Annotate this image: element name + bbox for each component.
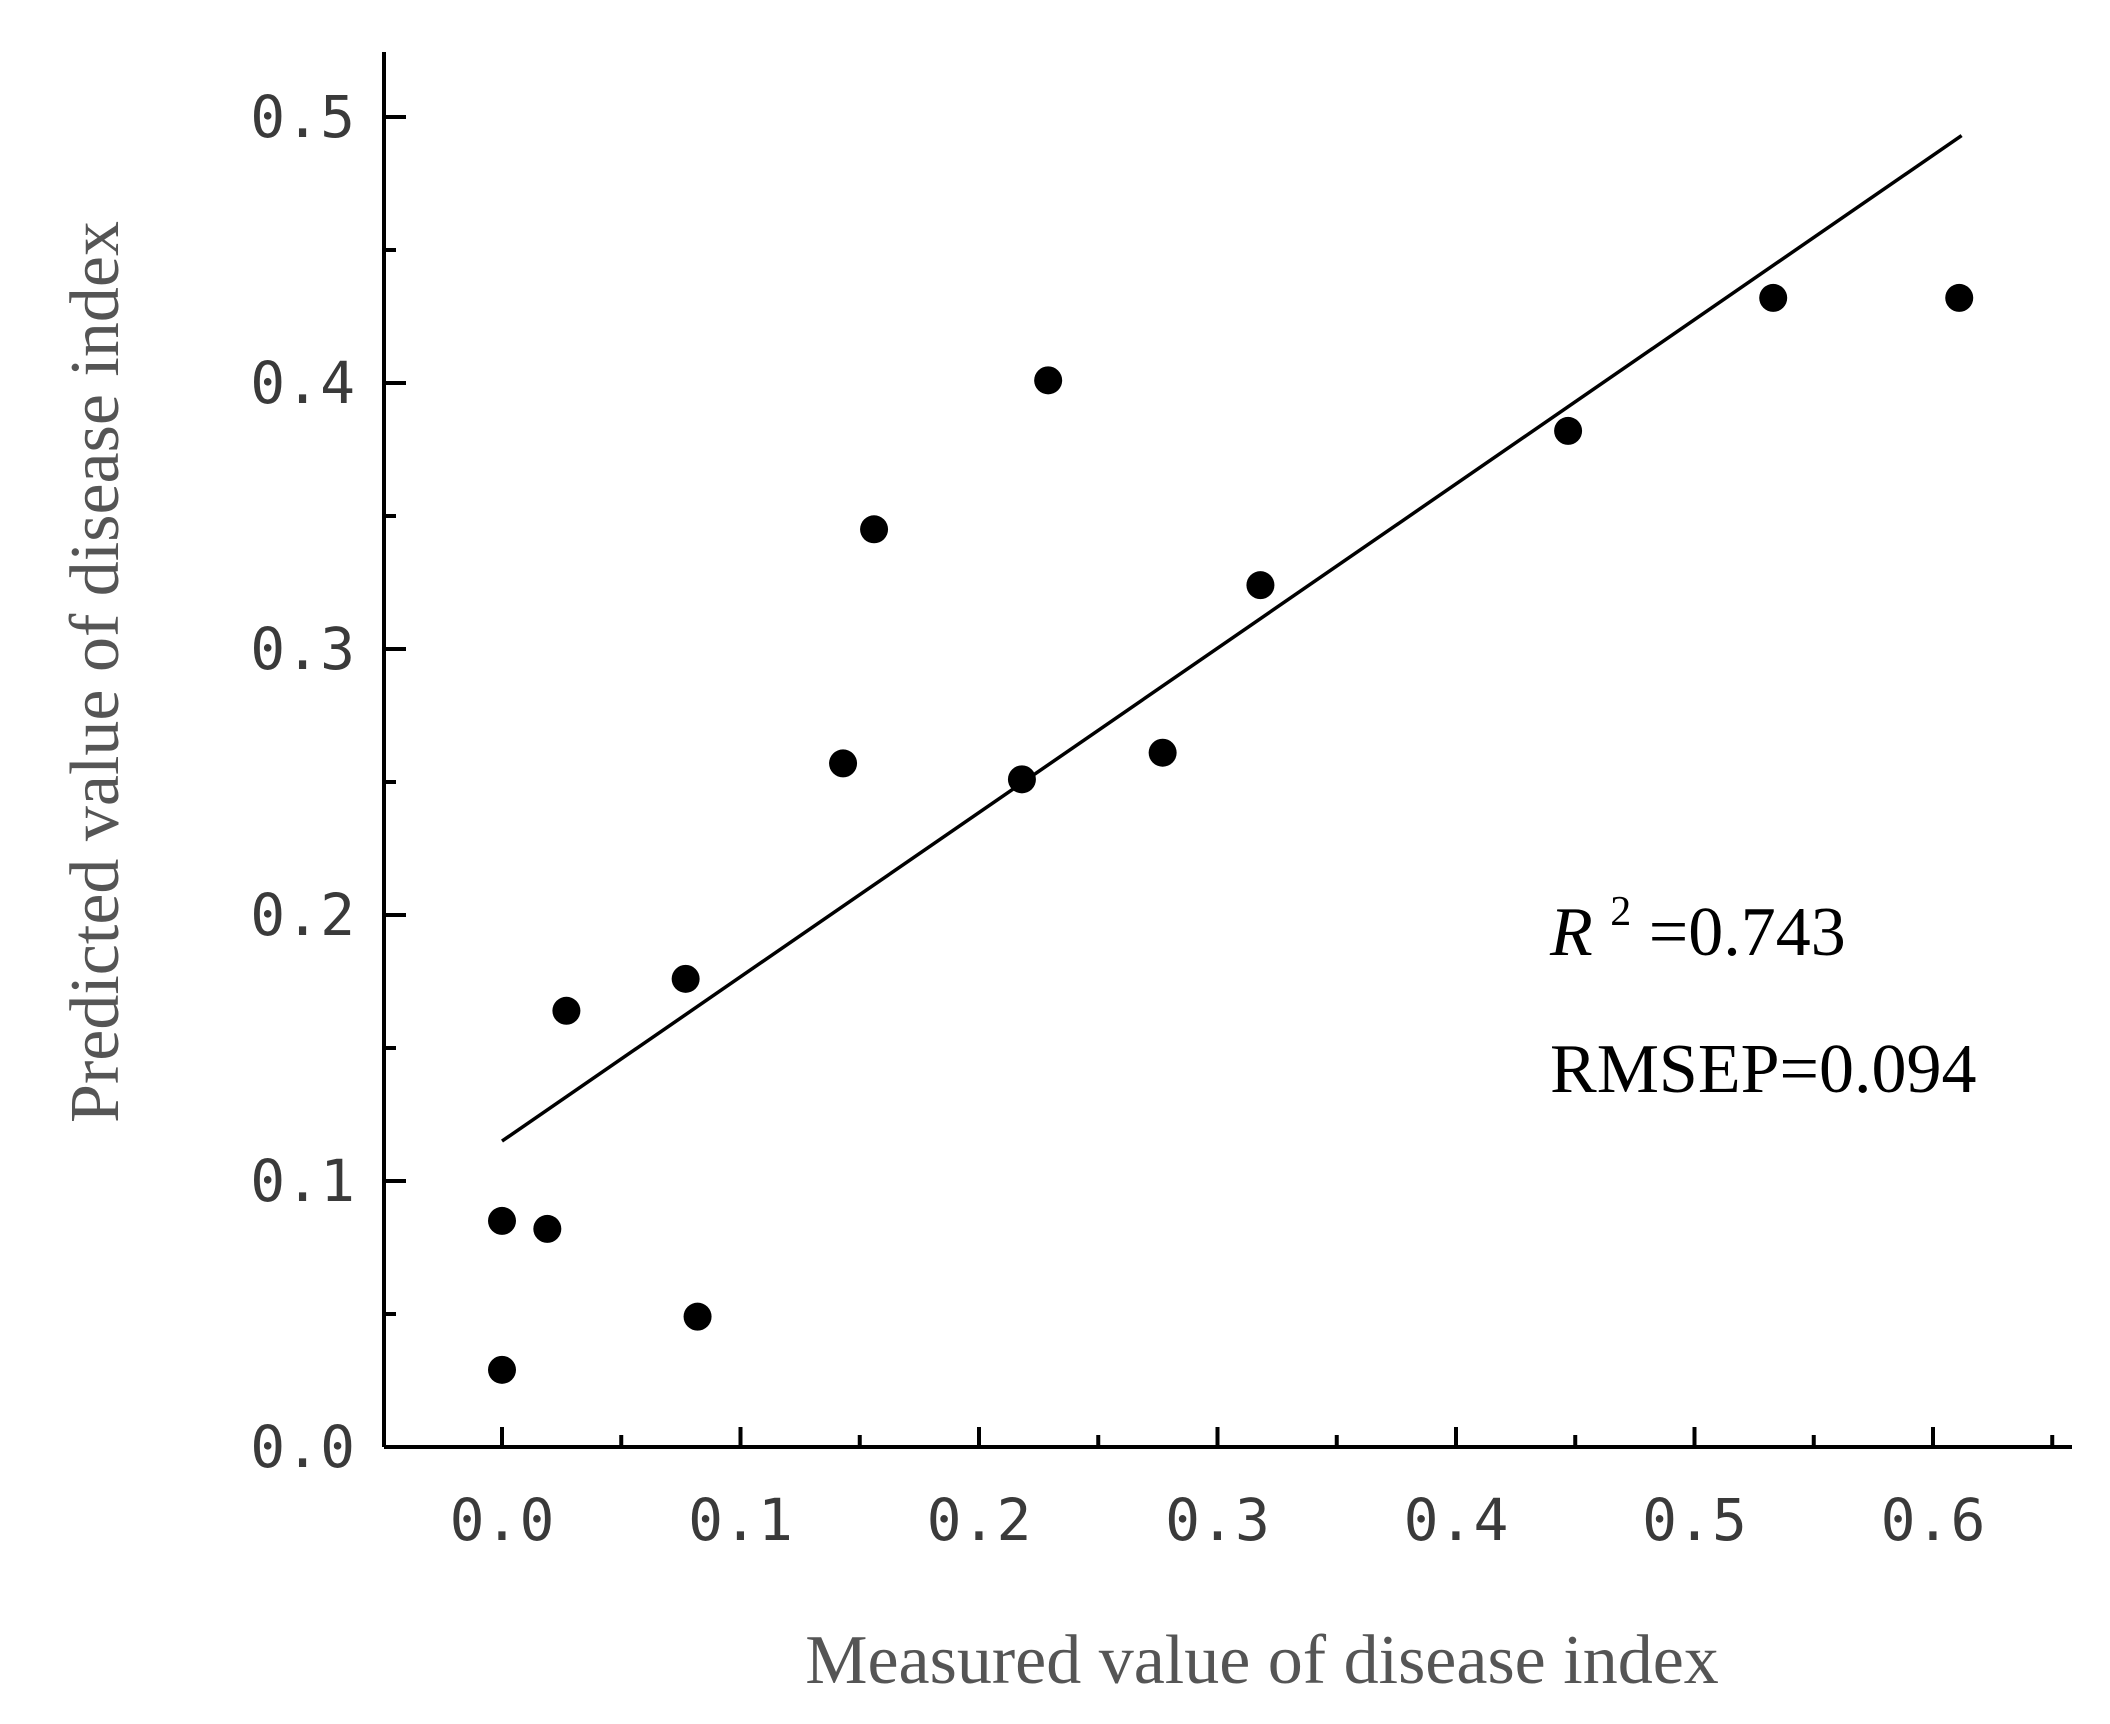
y-tick-label: 0.0	[250, 1413, 355, 1481]
tick-marks	[384, 115, 2055, 1449]
data-point	[829, 749, 858, 778]
data-point	[1148, 738, 1177, 767]
data-point	[533, 1214, 562, 1243]
x-tick-label: 0.5	[1642, 1486, 1747, 1554]
data-points	[488, 283, 1974, 1384]
axes	[382, 52, 2072, 1449]
data-point	[1554, 416, 1583, 445]
x-axis-title: Measured value of disease index	[805, 1622, 1719, 1699]
data-point	[488, 1206, 516, 1235]
data-point	[1759, 283, 1788, 312]
tick-labels: 0.0 0.1 0.2 0.3 0.4 0.5 0.6 0.0 0.1 0.2 0.3 0.4 0.5	[250, 83, 1985, 1554]
y-tick-label: 0.5	[250, 83, 355, 151]
regression-fit	[501, 134, 1963, 1143]
data-point	[1945, 283, 1974, 312]
x-tick-label: 0.2	[927, 1486, 1032, 1554]
r-squared-annotation: R 2 =0.743	[1549, 864, 1846, 971]
data-point	[552, 996, 581, 1025]
x-tick-label: 0.1	[688, 1486, 793, 1554]
y-tick-label: 0.2	[250, 881, 355, 949]
data-point	[1246, 571, 1275, 600]
x-tick-label: 0.6	[1881, 1486, 1986, 1554]
data-point	[1007, 765, 1036, 794]
data-point	[860, 515, 889, 544]
r-squared-value: =0.743	[1649, 894, 1846, 971]
x-tick-label: 0.4	[1404, 1486, 1509, 1554]
data-point	[683, 1302, 712, 1331]
y-axis-title: Predicted value of disease index	[57, 221, 134, 1123]
rmsep-annotation: RMSEP=0.094	[1550, 1031, 1977, 1108]
data-point	[488, 1355, 516, 1384]
regression-line	[501, 134, 1963, 1143]
x-tick-label: 0.0	[450, 1486, 555, 1554]
y-tick-label: 0.3	[250, 615, 355, 683]
x-tick-label: 0.3	[1165, 1486, 1270, 1554]
data-point	[671, 964, 700, 993]
y-tick-label: 0.1	[250, 1147, 355, 1215]
r-squared-exponent: 2	[1610, 889, 1631, 935]
r-squared-symbol: R	[1549, 894, 1593, 971]
data-point	[1034, 366, 1063, 395]
y-tick-label: 0.4	[250, 349, 355, 417]
